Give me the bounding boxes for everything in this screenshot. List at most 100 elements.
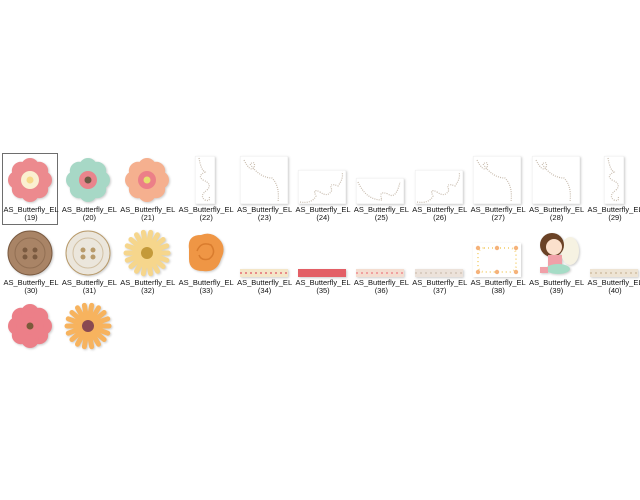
file-item[interactable]: AS_Butterfly_EL (29) [586, 153, 640, 225]
file-name: AS_Butterfly_EL (33) [174, 279, 238, 295]
file-item[interactable]: AS_Butterfly_EL (19) [2, 153, 59, 225]
file-number-text: (40) [608, 286, 622, 295]
file-item[interactable]: AS_Butterfly_EL (39) [528, 226, 584, 298]
file-item[interactable]: AS_Butterfly_EL (23) [236, 153, 292, 225]
file-number-text: (22) [199, 213, 213, 222]
file-name: AS_Butterfly_EL (20) [57, 206, 121, 222]
file-item[interactable]: AS_Butterfly_EL (31) [60, 226, 117, 298]
file-number-text: (21) [141, 213, 155, 222]
thumbnail-flower-image [5, 302, 55, 350]
file-name: AS_Butterfly_EL (40) [583, 279, 640, 295]
file-name-text: AS_Butterfly_EL [178, 205, 234, 214]
file-item[interactable]: AS_Butterfly_EL (27) [469, 153, 526, 225]
thumbnail-button-image [63, 229, 113, 277]
thumbnail-daisy-image [122, 229, 172, 277]
file-number-text: (30) [24, 286, 38, 295]
file-item[interactable]: AS_Butterfly_EL (38) [469, 226, 526, 298]
file-name: AS_Butterfly_EL (31) [57, 279, 121, 295]
file-name-text: AS_Butterfly_EL [237, 205, 293, 214]
file-number-text: (35) [316, 286, 330, 295]
file-number-text: (23) [257, 213, 272, 222]
thumbnail-swirl-image [239, 156, 289, 204]
file-name-text: AS_Butterfly_EL [529, 205, 585, 214]
file-number-text: (28) [549, 213, 564, 222]
file-name: AS_Butterfly_EL (23) [233, 206, 297, 222]
file-item[interactable]: AS_Butterfly_EL (30) [2, 226, 59, 298]
file-item[interactable]: AS_Butterfly_EL (34) [236, 226, 292, 298]
file-name-text: AS_Butterfly_EL [470, 278, 526, 287]
file-name: AS_Butterfly_EL (24) [291, 206, 355, 222]
file-name: AS_Butterfly_EL (22) [174, 206, 238, 222]
file-name: AS_Butterfly_EL (36) [349, 279, 413, 295]
thumbnail-swirl-wide-image [297, 156, 347, 204]
thumbnail-daisy-image [63, 302, 113, 350]
file-item[interactable]: AS_Butterfly_EL (24) [294, 153, 351, 225]
file-name-text: AS_Butterfly_EL [295, 205, 351, 214]
file-item[interactable]: AS_Butterfly_EL (37) [411, 226, 467, 298]
file-name-text: AS_Butterfly_EL [587, 278, 640, 287]
file-number-text: (29) [608, 213, 622, 222]
file-name-text: AS_Butterfly_EL [61, 205, 117, 214]
file-name-text: AS_Butterfly_EL [120, 205, 176, 214]
file-item[interactable]: AS_Butterfly_EL (33) [177, 226, 234, 298]
file-number-text: (32) [141, 286, 155, 295]
file-name-text: AS_Butterfly_EL [295, 278, 351, 287]
file-name: AS_Butterfly_EL (35) [291, 279, 355, 295]
file-name-text: AS_Butterfly_EL [3, 205, 59, 214]
thumbnail-rose-image [180, 229, 230, 277]
thumbnail-flower-image [5, 156, 55, 204]
file-number-text: (20) [82, 213, 97, 222]
file-item[interactable] [2, 299, 58, 371]
file-number-text: (39) [549, 286, 564, 295]
file-name-text: AS_Butterfly_EL [61, 278, 117, 287]
file-item[interactable]: AS_Butterfly_EL (22) [177, 153, 234, 225]
file-name: AS_Butterfly_EL (37) [408, 279, 472, 295]
thumbnail-border-image [355, 229, 405, 277]
file-number-text: (37) [433, 286, 447, 295]
file-number-text: (27) [491, 213, 505, 222]
file-name: AS_Butterfly_EL (34) [233, 279, 297, 295]
file-item[interactable]: AS_Butterfly_EL (26) [411, 153, 467, 225]
file-name-text: AS_Butterfly_EL [237, 278, 293, 287]
file-item[interactable]: AS_Butterfly_EL (35) [294, 226, 351, 298]
thumbnail-swirl-image [472, 156, 522, 204]
file-number-text: (25) [374, 213, 389, 222]
file-number-text: (34) [257, 286, 272, 295]
file-name-text: AS_Butterfly_EL [353, 278, 409, 287]
file-name: AS_Butterfly_EL (29) [583, 206, 640, 222]
file-item[interactable]: AS_Butterfly_EL (36) [352, 226, 409, 298]
file-name-text: AS_Butterfly_EL [120, 278, 176, 287]
file-name-text: AS_Butterfly_EL [412, 205, 468, 214]
file-name: AS_Butterfly_EL (25) [349, 206, 413, 222]
file-name: AS_Butterfly_EL (30) [0, 279, 63, 295]
file-item[interactable]: AS_Butterfly_EL (25) [352, 153, 409, 225]
file-number-text: (24) [316, 213, 330, 222]
file-name: AS_Butterfly_EL (38) [466, 279, 530, 295]
file-number-text: (31) [82, 286, 97, 295]
file-name: AS_Butterfly_EL (28) [525, 206, 589, 222]
thumbnail-frame-image [472, 229, 522, 277]
thumbnail-swirl-wide-image [414, 156, 464, 204]
file-name: AS_Butterfly_EL (27) [466, 206, 530, 222]
file-number-text: (33) [199, 286, 213, 295]
file-item[interactable]: AS_Butterfly_EL (28) [528, 153, 584, 225]
file-name-text: AS_Butterfly_EL [587, 205, 640, 214]
file-item[interactable]: AS_Butterfly_EL (21) [119, 153, 175, 225]
thumbnail-border-image [239, 229, 289, 277]
thumbnail-border-image [589, 229, 639, 277]
file-number-text: (36) [374, 286, 389, 295]
file-name-text: AS_Butterfly_EL [529, 278, 585, 287]
thumbnail-flower-image [122, 156, 172, 204]
file-item[interactable]: AS_Butterfly_EL (20) [60, 153, 117, 225]
file-item[interactable]: AS_Butterfly_EL (40) [586, 226, 640, 298]
file-name-text: AS_Butterfly_EL [412, 278, 468, 287]
file-name-text: AS_Butterfly_EL [3, 278, 59, 287]
file-name: AS_Butterfly_EL (19) [0, 206, 63, 222]
file-number-text: (38) [491, 286, 505, 295]
file-name: AS_Butterfly_EL (26) [408, 206, 472, 222]
file-item[interactable] [60, 299, 116, 371]
file-item[interactable]: AS_Butterfly_EL (32) [119, 226, 175, 298]
file-name: AS_Butterfly_EL (39) [525, 279, 589, 295]
thumbnail-flower-image [63, 156, 113, 204]
